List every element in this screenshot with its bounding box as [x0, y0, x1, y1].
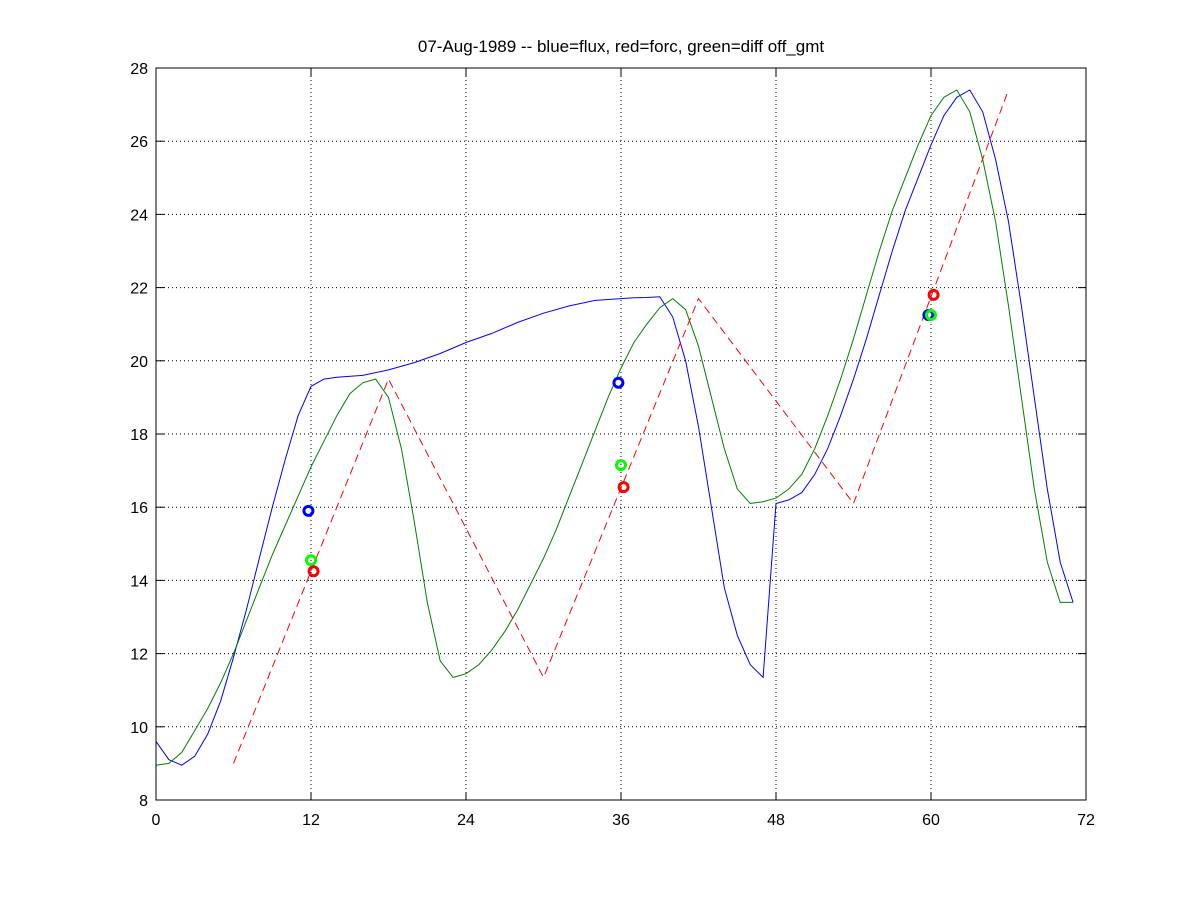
- axis-ticks: 0 12 24 36 48 60 72 8 10 12 14 16 18 20 22 24 26 28: [130, 61, 1095, 829]
- x-tick-label: 24: [457, 812, 475, 829]
- y-tick-label: 22: [130, 281, 148, 298]
- y-tick-label: 26: [130, 134, 148, 151]
- data-markers: [302, 288, 940, 578]
- circle-marker: [615, 459, 627, 472]
- series-line-1: [155, 89, 1074, 766]
- y-tick-label: 28: [130, 61, 148, 78]
- circle-marker: [305, 554, 317, 567]
- circle-marker: [927, 288, 940, 301]
- circle-marker: [617, 481, 630, 494]
- x-tick-label: 60: [922, 812, 940, 829]
- circle-marker: [612, 376, 625, 389]
- y-tick-label: 10: [130, 720, 148, 737]
- y-tick-label: 20: [130, 354, 148, 371]
- x-tick-label: 72: [1077, 812, 1095, 829]
- x-tick-label: 0: [152, 812, 161, 829]
- x-tick-label: 12: [302, 812, 320, 829]
- y-tick-label: 18: [130, 427, 148, 444]
- y-tick-label: 16: [130, 500, 148, 517]
- y-tick-label: 24: [130, 207, 148, 224]
- circle-marker: [307, 565, 320, 578]
- chart-title: 07-Aug-1989 -- blue=flux, red=forc, gree…: [418, 37, 824, 56]
- series-line-3: [233, 89, 1009, 764]
- y-tick-label: 14: [130, 573, 148, 590]
- circle-marker: [302, 504, 315, 517]
- grid-lines: [156, 68, 1086, 800]
- x-tick-label: 48: [767, 812, 785, 829]
- y-tick-label: 8: [139, 793, 148, 810]
- circle-marker: [925, 309, 937, 322]
- x-tick-label: 36: [612, 812, 630, 829]
- y-tick-label: 12: [130, 647, 148, 664]
